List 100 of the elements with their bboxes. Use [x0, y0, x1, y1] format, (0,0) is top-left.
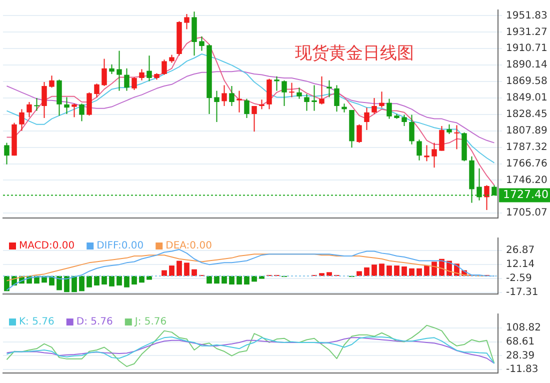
candlestick: [379, 91, 384, 108]
bar: [162, 270, 167, 276]
candlestick: [4, 142, 10, 165]
y-tick-label: 1931.27: [506, 26, 548, 38]
bar: [64, 276, 70, 292]
y-tick-label: 68.61: [506, 336, 535, 348]
candlestick: [402, 114, 407, 126]
candlestick: [72, 103, 77, 118]
bar: [409, 268, 414, 276]
bar: [402, 266, 407, 276]
candlestick: [244, 98, 250, 118]
candlestick: [289, 82, 294, 98]
candlestick: [334, 84, 340, 112]
bar: [252, 276, 257, 282]
candlestick: [454, 124, 460, 150]
candlestick: [259, 99, 264, 110]
candlestick: [94, 83, 100, 98]
candlestick: [199, 36, 204, 52]
candlestick: [42, 82, 47, 118]
bar: [79, 276, 84, 292]
legend-label: MACD:0.00: [19, 240, 75, 252]
candlestick: [326, 80, 332, 98]
candlestick: [34, 98, 40, 112]
bar: [416, 268, 422, 276]
y-tick-label: 1890.14: [506, 60, 548, 71]
candlestick: [446, 124, 452, 134]
bar: [424, 266, 430, 276]
candlestick: [86, 92, 92, 116]
candlestick: [162, 59, 167, 76]
candlestick: [222, 84, 227, 106]
candlestick: [312, 84, 317, 112]
candlestick: [146, 55, 152, 82]
y-tick-label: 108.82: [506, 322, 541, 334]
bar: [109, 276, 114, 286]
y-tick-label: -17.31: [506, 286, 538, 298]
bar: [192, 269, 197, 276]
bar: [372, 264, 377, 276]
bar: [356, 271, 362, 276]
candlestick: [409, 114, 414, 145]
candlestick: [116, 50, 122, 92]
candlestick: [109, 64, 114, 74]
y-tick-label: -2.59: [506, 273, 532, 284]
y-tick-label: 1828.45: [506, 109, 548, 120]
y-tick-label: 1705.07: [506, 208, 548, 219]
bar: [132, 276, 137, 285]
bar: [146, 276, 152, 280]
bar: [124, 276, 130, 288]
y-tick-label: 1807.89: [506, 125, 548, 136]
bar: [72, 276, 77, 292]
bar: [4, 276, 10, 292]
y-tick-label: 1910.71: [506, 43, 548, 54]
candlestick: [26, 102, 32, 118]
candlestick: [252, 106, 257, 132]
candlestick: [282, 80, 287, 106]
candlestick: [372, 98, 377, 114]
candlestick: [132, 76, 137, 90]
candlestick: [304, 94, 310, 112]
legend-label: K: 5.76: [19, 316, 54, 328]
candlestick: [184, 14, 190, 30]
bar: [176, 260, 182, 276]
candlestick: [19, 108, 24, 132]
bar: [139, 276, 144, 283]
candlestick: [236, 90, 242, 113]
candlestick: [416, 139, 422, 161]
ref-line-label: 1727.40: [503, 188, 548, 202]
candlestick: [102, 58, 107, 86]
y-tick-label: 1849.01: [506, 92, 548, 104]
y-tick-label: 1951.83: [506, 10, 548, 22]
y-tick-label: 1746.20: [506, 174, 548, 186]
candlestick: [296, 87, 302, 100]
bar: [169, 266, 174, 276]
candlestick: [124, 68, 130, 92]
legend-label: DEA:0.00: [166, 240, 212, 252]
candlestick: [64, 96, 70, 114]
y-tick-label: 1869.58: [506, 76, 548, 88]
candlestick: [439, 126, 444, 152]
candlestick: [356, 124, 362, 144]
candlestick: [386, 98, 392, 120]
candlestick: [484, 184, 490, 210]
bar: [116, 276, 122, 286]
bar: [56, 276, 62, 290]
candlestick: [364, 107, 370, 130]
bar: [222, 276, 227, 284]
y-tick-label: 1766.76: [506, 158, 548, 170]
candlestick: [432, 142, 437, 168]
bar: [206, 276, 212, 284]
bar: [364, 267, 370, 276]
y-tick-label: 28.39: [506, 350, 535, 362]
bar: [184, 262, 190, 276]
candlestick: [49, 75, 54, 88]
bar: [386, 266, 392, 276]
candlestick: [139, 68, 144, 81]
candlestick: [214, 90, 220, 122]
y-tick-label: -11.83: [506, 364, 538, 376]
bar: [94, 276, 100, 286]
text: 现货黄金日线图: [294, 43, 414, 64]
legend-label: DIFF:0.00: [96, 240, 144, 252]
y-tick-label: 12.14: [506, 259, 535, 270]
bar: [102, 276, 107, 285]
legend-label: J: 5.76: [134, 316, 167, 328]
